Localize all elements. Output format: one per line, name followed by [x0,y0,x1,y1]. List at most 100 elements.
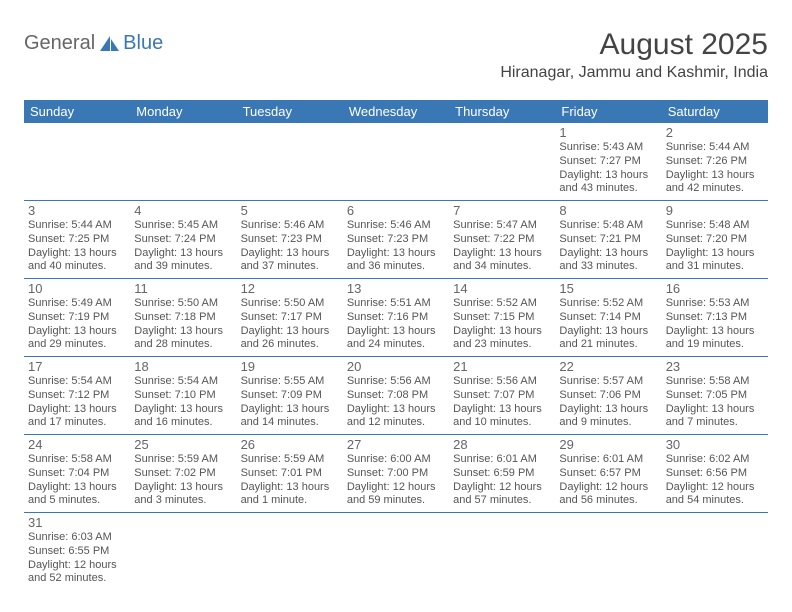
calendar-cell: 25Sunrise: 5:59 AMSunset: 7:02 PMDayligh… [130,435,236,513]
daylight-line: and 12 minutes. [347,416,445,430]
sunrise-line: Sunrise: 6:00 AM [347,453,445,467]
calendar-cell: 20Sunrise: 5:56 AMSunset: 7:08 PMDayligh… [343,357,449,435]
sunrise-line: Sunrise: 5:50 AM [241,297,339,311]
daylight-line: and 40 minutes. [28,260,126,274]
header-row: General Blue August 2025 Hiranagar, Jamm… [24,28,768,82]
calendar-week-row: 1Sunrise: 5:43 AMSunset: 7:27 PMDaylight… [24,123,768,201]
sunset-line: Sunset: 7:07 PM [453,389,551,403]
calendar-cell [24,123,130,201]
logo: General Blue [24,32,163,55]
calendar-cell [449,123,555,201]
day-number: 8 [559,203,657,218]
sunrise-line: Sunrise: 5:54 AM [134,375,232,389]
sunrise-line: Sunrise: 5:57 AM [559,375,657,389]
sunrise-line: Sunrise: 6:01 AM [559,453,657,467]
daylight-line: Daylight: 13 hours [28,403,126,417]
sunset-line: Sunset: 7:00 PM [347,467,445,481]
daylight-line: and 3 minutes. [134,494,232,508]
title-block: August 2025 Hiranagar, Jammu and Kashmir… [500,28,768,82]
daylight-line: Daylight: 13 hours [134,247,232,261]
daylight-line: Daylight: 13 hours [241,481,339,495]
sunrise-line: Sunrise: 5:52 AM [559,297,657,311]
day-number: 14 [453,281,551,296]
day-header: Sunday [24,100,130,123]
calendar-cell: 11Sunrise: 5:50 AMSunset: 7:18 PMDayligh… [130,279,236,357]
daylight-line: Daylight: 13 hours [453,325,551,339]
calendar-cell: 21Sunrise: 5:56 AMSunset: 7:07 PMDayligh… [449,357,555,435]
sunset-line: Sunset: 7:06 PM [559,389,657,403]
sunrise-line: Sunrise: 6:03 AM [28,531,126,545]
day-number: 20 [347,359,445,374]
sunset-line: Sunset: 7:04 PM [28,467,126,481]
day-number: 15 [559,281,657,296]
day-number: 6 [347,203,445,218]
sunrise-line: Sunrise: 5:53 AM [666,297,764,311]
sunrise-line: Sunrise: 5:45 AM [134,219,232,233]
day-number: 31 [28,515,126,530]
sunrise-line: Sunrise: 5:58 AM [28,453,126,467]
sunrise-line: Sunrise: 5:46 AM [241,219,339,233]
sunrise-line: Sunrise: 5:47 AM [453,219,551,233]
sunrise-line: Sunrise: 5:51 AM [347,297,445,311]
day-number: 23 [666,359,764,374]
day-number: 26 [241,437,339,452]
sunrise-line: Sunrise: 5:48 AM [559,219,657,233]
daylight-line: Daylight: 12 hours [28,559,126,573]
day-number: 29 [559,437,657,452]
sunset-line: Sunset: 7:15 PM [453,311,551,325]
calendar-cell: 15Sunrise: 5:52 AMSunset: 7:14 PMDayligh… [555,279,661,357]
sunset-line: Sunset: 7:16 PM [347,311,445,325]
sunset-line: Sunset: 7:27 PM [559,155,657,169]
calendar-table: Sunday Monday Tuesday Wednesday Thursday… [24,100,768,590]
calendar-cell: 2Sunrise: 5:44 AMSunset: 7:26 PMDaylight… [662,123,768,201]
day-number: 21 [453,359,551,374]
daylight-line: and 29 minutes. [28,338,126,352]
sunset-line: Sunset: 6:56 PM [666,467,764,481]
calendar-cell: 17Sunrise: 5:54 AMSunset: 7:12 PMDayligh… [24,357,130,435]
sunrise-line: Sunrise: 5:54 AM [28,375,126,389]
sunset-line: Sunset: 7:18 PM [134,311,232,325]
sunrise-line: Sunrise: 5:43 AM [559,141,657,155]
daylight-line: and 24 minutes. [347,338,445,352]
day-header-row: Sunday Monday Tuesday Wednesday Thursday… [24,100,768,123]
calendar-cell [555,513,661,591]
sunrise-line: Sunrise: 5:46 AM [347,219,445,233]
calendar-cell [130,123,236,201]
sunset-line: Sunset: 7:23 PM [347,233,445,247]
logo-text-general: General [24,32,95,55]
calendar-week-row: 3Sunrise: 5:44 AMSunset: 7:25 PMDaylight… [24,201,768,279]
daylight-line: Daylight: 13 hours [134,481,232,495]
sunset-line: Sunset: 7:26 PM [666,155,764,169]
day-number: 2 [666,125,764,140]
day-number: 5 [241,203,339,218]
calendar-cell [130,513,236,591]
sunrise-line: Sunrise: 5:56 AM [453,375,551,389]
daylight-line: Daylight: 13 hours [453,403,551,417]
daylight-line: Daylight: 13 hours [453,247,551,261]
daylight-line: and 23 minutes. [453,338,551,352]
daylight-line: and 17 minutes. [28,416,126,430]
day-number: 17 [28,359,126,374]
day-number: 9 [666,203,764,218]
calendar-cell: 28Sunrise: 6:01 AMSunset: 6:59 PMDayligh… [449,435,555,513]
daylight-line: Daylight: 12 hours [666,481,764,495]
logo-text-blue: Blue [123,32,163,55]
sunset-line: Sunset: 7:17 PM [241,311,339,325]
daylight-line: and 19 minutes. [666,338,764,352]
day-number: 7 [453,203,551,218]
daylight-line: Daylight: 13 hours [241,403,339,417]
daylight-line: Daylight: 13 hours [666,247,764,261]
daylight-line: and 7 minutes. [666,416,764,430]
logo-sail-icon [99,35,121,53]
day-number: 10 [28,281,126,296]
page-subtitle: Hiranagar, Jammu and Kashmir, India [500,64,768,82]
calendar-cell: 5Sunrise: 5:46 AMSunset: 7:23 PMDaylight… [237,201,343,279]
sunrise-line: Sunrise: 5:52 AM [453,297,551,311]
day-number: 22 [559,359,657,374]
daylight-line: Daylight: 13 hours [28,247,126,261]
sunrise-line: Sunrise: 5:56 AM [347,375,445,389]
calendar-cell: 13Sunrise: 5:51 AMSunset: 7:16 PMDayligh… [343,279,449,357]
daylight-line: and 52 minutes. [28,572,126,586]
daylight-line: Daylight: 13 hours [347,325,445,339]
calendar-cell: 26Sunrise: 5:59 AMSunset: 7:01 PMDayligh… [237,435,343,513]
